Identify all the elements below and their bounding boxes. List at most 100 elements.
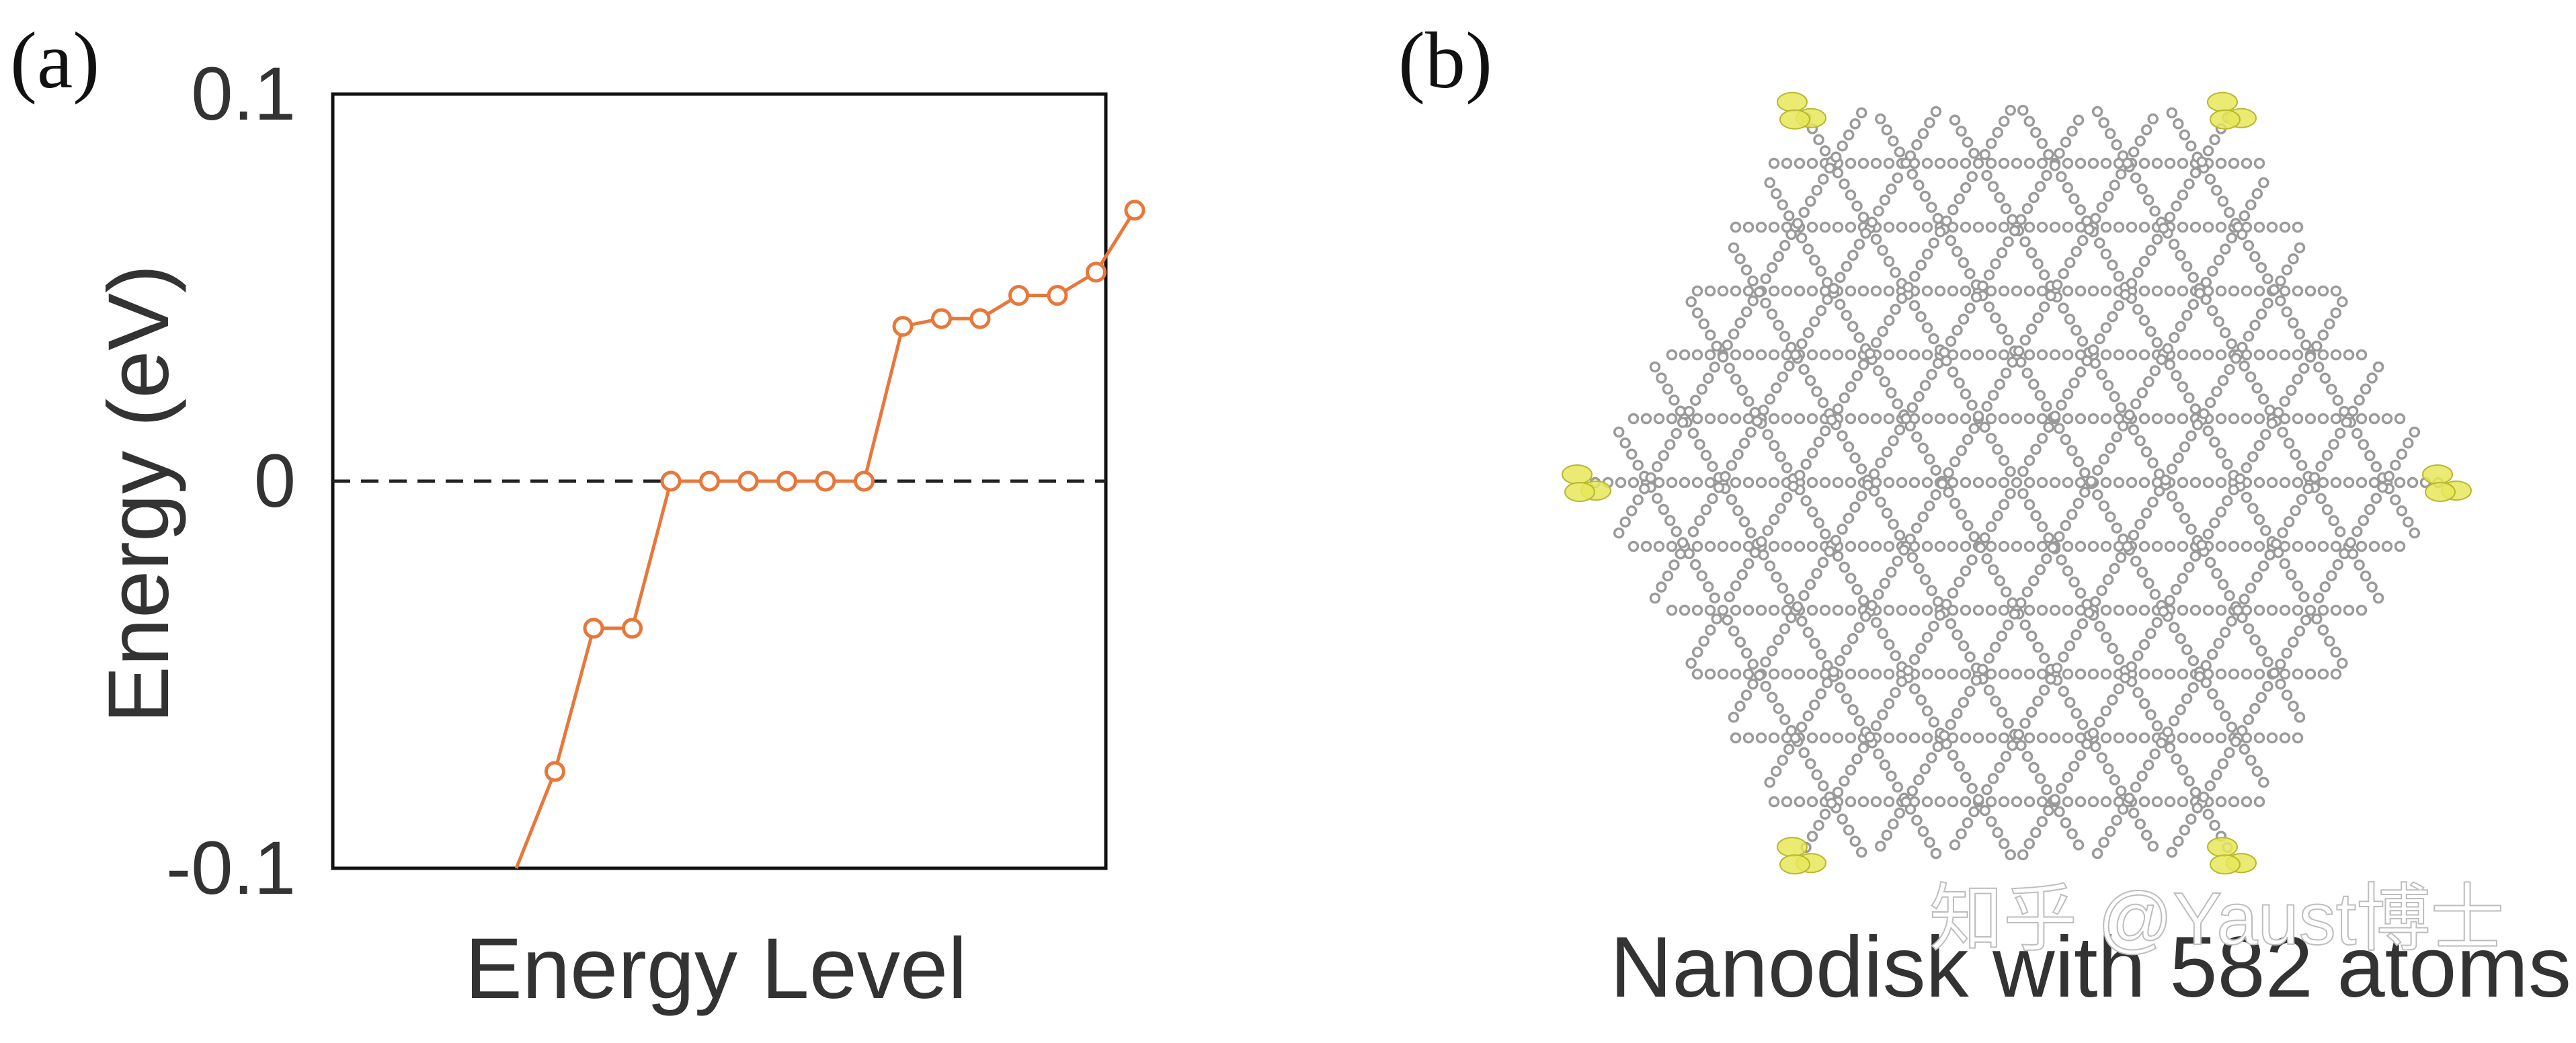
atom bbox=[1691, 604, 1703, 616]
atom bbox=[1894, 146, 1906, 158]
atom bbox=[2017, 849, 2029, 861]
atom bbox=[1679, 349, 1691, 361]
atom bbox=[2321, 504, 2333, 515]
atom bbox=[2347, 405, 2359, 417]
atom bbox=[2070, 246, 2082, 257]
atom bbox=[1826, 414, 1837, 426]
atom bbox=[2138, 349, 2150, 361]
atom bbox=[1768, 513, 1780, 526]
atom bbox=[2266, 349, 2278, 361]
atom bbox=[1998, 838, 2010, 849]
atom bbox=[2132, 650, 2144, 661]
atom bbox=[1857, 157, 1869, 169]
atom bbox=[1794, 285, 1806, 297]
atom bbox=[2085, 475, 2097, 487]
atom bbox=[2077, 718, 2089, 731]
atom bbox=[2134, 818, 2146, 830]
atom bbox=[2224, 206, 2235, 218]
atom bbox=[1768, 413, 1780, 425]
atom bbox=[1879, 194, 1891, 206]
atom bbox=[1881, 446, 1893, 458]
atom bbox=[2130, 782, 2142, 793]
atom bbox=[1755, 221, 1767, 233]
atom bbox=[2191, 419, 2204, 431]
atom bbox=[2260, 429, 2271, 440]
atom bbox=[2136, 567, 2148, 578]
atom bbox=[1917, 442, 1929, 454]
atom bbox=[2043, 149, 2054, 161]
atom bbox=[1726, 494, 1738, 505]
atom bbox=[2036, 668, 2048, 680]
atom bbox=[1996, 323, 2008, 335]
atom bbox=[1742, 732, 1755, 744]
atom bbox=[2347, 548, 2359, 560]
atom bbox=[1998, 157, 2010, 169]
atom bbox=[2243, 623, 2255, 634]
atom bbox=[2202, 425, 2214, 437]
atom bbox=[1687, 427, 1699, 439]
atom bbox=[2339, 548, 2350, 560]
atom bbox=[1819, 349, 1831, 361]
atom bbox=[2317, 540, 2329, 552]
atom bbox=[2253, 796, 2265, 808]
atom bbox=[1883, 540, 1895, 552]
atom bbox=[2100, 732, 2112, 744]
atom bbox=[1945, 235, 1957, 247]
atom bbox=[2128, 424, 2140, 435]
atom bbox=[1711, 613, 1722, 625]
atom bbox=[2315, 460, 2327, 472]
atom bbox=[2237, 724, 2248, 737]
atom bbox=[2390, 459, 2401, 471]
atom bbox=[1717, 604, 1729, 616]
atom bbox=[1843, 512, 1855, 524]
atom bbox=[1983, 684, 1995, 696]
atom bbox=[1773, 702, 1784, 714]
atom bbox=[1736, 384, 1748, 397]
atom bbox=[1939, 347, 1950, 358]
atom bbox=[2211, 568, 2222, 579]
atom bbox=[1896, 675, 1908, 687]
atom bbox=[2130, 172, 2142, 183]
data-point bbox=[815, 470, 836, 492]
atom bbox=[2177, 189, 2189, 201]
atom bbox=[1853, 239, 1865, 250]
edge-state-lobe bbox=[1777, 91, 1826, 130]
atom bbox=[2202, 145, 2214, 157]
atom bbox=[2187, 298, 2200, 310]
atom bbox=[1826, 797, 1837, 809]
atom bbox=[1875, 457, 1886, 469]
atom bbox=[2189, 403, 2202, 415]
atom bbox=[1921, 285, 1933, 297]
atom bbox=[1808, 699, 1820, 711]
atom bbox=[2224, 590, 2235, 601]
atom bbox=[2294, 625, 2306, 637]
atom bbox=[2175, 632, 2187, 644]
atom bbox=[2054, 806, 2065, 818]
atom bbox=[1806, 604, 1818, 616]
atom bbox=[2036, 796, 2048, 808]
atom bbox=[1998, 732, 2010, 744]
atom bbox=[2217, 196, 2229, 207]
atom bbox=[2075, 366, 2087, 378]
atom bbox=[2111, 522, 2123, 534]
atom bbox=[2066, 828, 2078, 840]
atom bbox=[1640, 413, 1652, 425]
atom bbox=[2198, 791, 2210, 803]
atom bbox=[2177, 604, 2189, 616]
atom bbox=[1742, 221, 1755, 233]
atom bbox=[2019, 619, 2031, 631]
atom bbox=[1992, 126, 2003, 138]
atom bbox=[1990, 696, 2001, 707]
atom bbox=[1662, 570, 1674, 582]
atom bbox=[1947, 540, 1959, 552]
atom bbox=[2064, 696, 2076, 708]
atom bbox=[2266, 732, 2278, 744]
atom bbox=[2134, 435, 2146, 447]
atom bbox=[2049, 794, 2061, 805]
edge-state-lobe bbox=[2207, 837, 2257, 875]
atom bbox=[2036, 157, 2048, 169]
atom bbox=[2164, 742, 2176, 754]
atom bbox=[2019, 718, 2031, 729]
atom bbox=[2003, 236, 2014, 247]
atom bbox=[1987, 564, 1999, 576]
